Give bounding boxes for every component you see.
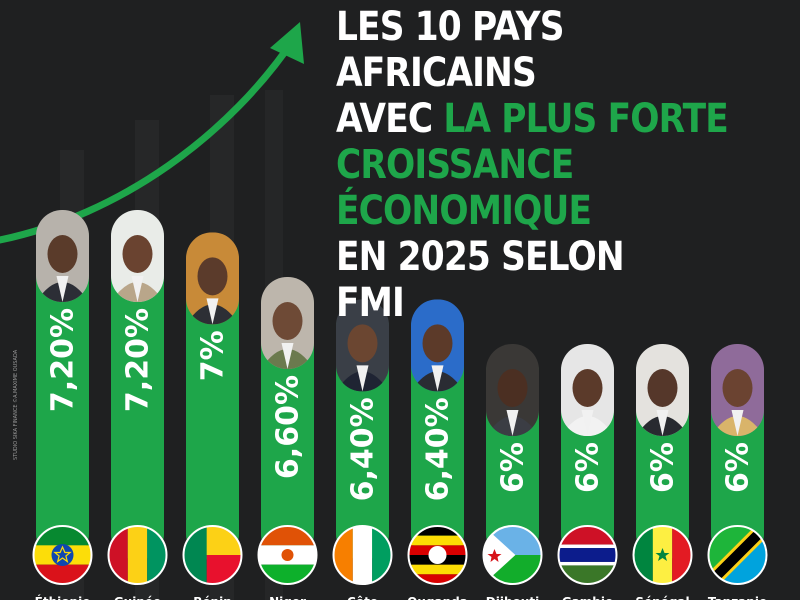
category-label: Tanzanie	[708, 595, 767, 600]
title-line-4: ÉCONOMIQUE	[336, 188, 592, 234]
guinea-flag-icon	[107, 525, 168, 585]
senegal-flag-icon	[632, 525, 693, 585]
category-label: Ouganda	[407, 595, 468, 600]
value-label: 6,40%	[421, 397, 456, 501]
photo-credit: STUDIO SIKA FINANCE ©A.MAXIME OUSADA	[13, 349, 19, 460]
value-label: 7%	[196, 330, 231, 381]
bar-group: 6% Tanzanie	[707, 344, 768, 600]
ivory-coast-flag-icon	[332, 525, 393, 585]
bar	[111, 212, 164, 560]
title-line-3: CROISSANCE	[336, 142, 574, 188]
leader-portrait-gambia	[561, 344, 614, 436]
title-line-5: EN 2025 SELON	[336, 234, 625, 280]
bar-group: 6,40% Côte	[332, 299, 393, 600]
title-line-1: LES 10 PAYS AFRICAINS	[336, 4, 564, 96]
uganda-flag-icon	[407, 525, 468, 585]
leader-portrait-guinea	[111, 210, 164, 302]
value-label: 6,40%	[346, 397, 381, 501]
leader-portrait-djibouti	[486, 344, 539, 436]
bar-group: 6% Sénégal	[632, 344, 693, 600]
djibouti-flag-icon	[482, 525, 543, 585]
leader-portrait-ethiopia	[36, 210, 89, 302]
bar-group: 7,20% Éthiopie	[32, 210, 93, 600]
bar-group: 6% Djibouti	[482, 344, 543, 600]
bar-group: 6,40% Ouganda	[407, 299, 468, 600]
category-label: Niger	[269, 595, 306, 600]
bar-group: 7,20% Guinée	[107, 210, 168, 600]
bar	[36, 212, 89, 560]
category-label: Sénégal	[635, 595, 689, 600]
gambia-flag-icon	[557, 525, 618, 585]
value-label: 7,20%	[46, 308, 81, 412]
title-line-2-white: AVEC	[336, 96, 444, 142]
benin-flag-icon	[182, 525, 243, 585]
title-line-6: FMI	[336, 280, 405, 326]
leader-portrait-niger	[261, 277, 314, 369]
value-label: 6%	[646, 442, 681, 493]
value-label: 6%	[571, 442, 606, 493]
title-line-2-green: LA PLUS FORTE	[443, 96, 728, 142]
category-label: Djibouti	[486, 595, 539, 600]
value-label: 6%	[496, 442, 531, 493]
leader-portrait-senegal	[636, 344, 689, 436]
value-label: 7,20%	[121, 308, 156, 412]
category-label: Gambie	[562, 595, 613, 600]
bar-group: 6,60% Niger	[257, 277, 318, 600]
leader-portrait-ivory-coast	[336, 299, 389, 392]
category-label: Côte	[347, 595, 378, 600]
category-label: Éthiopie	[35, 594, 91, 600]
page-title: LES 10 PAYS AFRICAINS AVEC LA PLUS FORTE…	[336, 4, 732, 326]
leader-portrait-benin	[186, 232, 239, 325]
growth-arrow-icon	[0, 32, 300, 244]
leader-portrait-tanzania	[711, 344, 764, 436]
niger-flag-icon	[257, 525, 318, 585]
growth-arrowhead-icon	[270, 22, 304, 64]
value-label: 6,60%	[271, 375, 306, 479]
category-label: Guinée	[114, 595, 161, 600]
value-label: 6%	[721, 442, 756, 493]
bar-group: 7% Bénin	[182, 232, 243, 600]
ethiopia-flag-icon	[32, 525, 93, 585]
category-label: Bénin	[193, 595, 231, 600]
leader-portrait-uganda	[411, 299, 464, 392]
title-line-2: AVEC LA PLUS FORTE	[336, 96, 732, 142]
tanzania-flag-icon	[707, 525, 768, 585]
bar-group: 6% Gambie	[557, 344, 618, 600]
